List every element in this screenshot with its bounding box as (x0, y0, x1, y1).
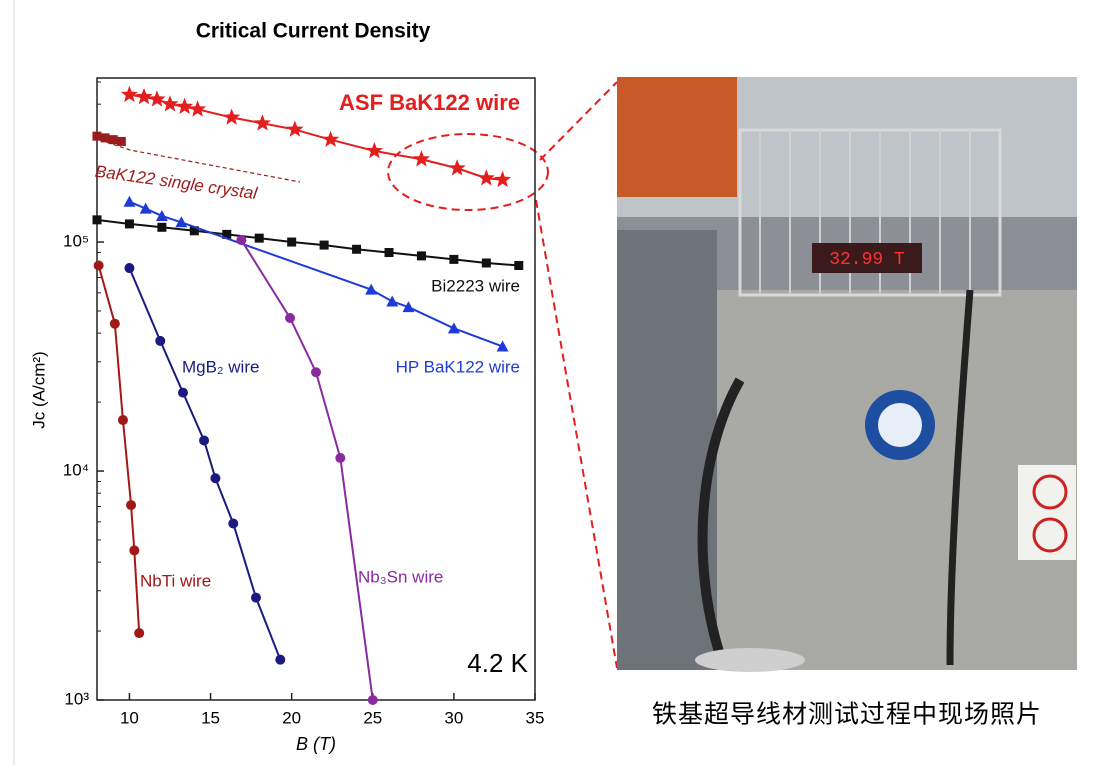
point (253, 114, 271, 131)
point (210, 473, 221, 484)
point (189, 100, 207, 117)
point (254, 233, 264, 243)
point (275, 654, 286, 665)
series (236, 235, 378, 705)
x-tick-label: 35 (526, 708, 545, 727)
point (477, 169, 495, 186)
legend-label: Bi2223 wire (431, 276, 520, 295)
point (449, 254, 459, 264)
line (96, 218, 519, 267)
caption: 铁基超导线材测试过程中现场照片 (652, 701, 1042, 729)
point (117, 415, 128, 426)
point (124, 263, 135, 274)
point (367, 695, 378, 705)
point (124, 219, 134, 229)
legend-label: Nb₃Sn wire (358, 567, 443, 586)
point (386, 295, 399, 307)
legend-label: MgB₂ wire (182, 357, 259, 376)
y-tick-label: 10³ (64, 689, 89, 708)
point (175, 216, 188, 228)
point (129, 545, 140, 556)
plot-frame (96, 77, 536, 701)
x-axis-label: B (T) (296, 734, 336, 754)
point (92, 131, 102, 141)
point (155, 335, 166, 346)
highlight (387, 133, 549, 211)
series (123, 195, 509, 352)
photo: 32.99 T (617, 77, 1077, 672)
point (120, 85, 138, 102)
connector (539, 81, 618, 161)
point (285, 312, 296, 323)
point (416, 251, 426, 261)
legend-label: ASF BaK122 wire (339, 90, 520, 115)
connector (535, 199, 618, 669)
point (412, 150, 430, 167)
point (287, 237, 297, 247)
point (148, 90, 166, 107)
display-text: 32.99 T (829, 250, 905, 270)
point (228, 518, 239, 529)
y-tick-label: 10⁴ (63, 461, 89, 480)
series (120, 85, 512, 188)
x-tick-label: 30 (444, 708, 463, 727)
point (139, 202, 152, 214)
legend-label: NbTi wire (140, 571, 211, 590)
line (97, 265, 141, 634)
point (123, 195, 136, 207)
point (135, 88, 153, 105)
point (402, 301, 415, 313)
point (481, 258, 491, 268)
point (189, 226, 199, 236)
point (494, 170, 512, 188)
point (126, 500, 137, 511)
point (157, 222, 167, 232)
point (176, 97, 194, 114)
point (250, 592, 261, 603)
chart-title: Critical Current Density (196, 20, 431, 43)
x-tick-label: 25 (363, 708, 382, 727)
x-tick-label: 20 (282, 708, 301, 727)
point (100, 133, 110, 143)
line (128, 267, 282, 661)
point (108, 135, 118, 145)
point (447, 322, 460, 334)
point (365, 283, 378, 295)
point (322, 130, 340, 147)
point (236, 235, 247, 246)
series (124, 263, 286, 665)
point (116, 136, 126, 146)
y-axis-label: Jc (A/cm²) (29, 351, 48, 428)
legend-label: HP BaK122 wire (396, 357, 520, 376)
point (93, 260, 104, 271)
x-tick-label: 15 (201, 708, 220, 727)
point (335, 452, 346, 463)
point (514, 260, 524, 270)
point (311, 367, 321, 378)
y-tick-label: 10⁵ (63, 232, 89, 251)
point (352, 244, 362, 254)
point (223, 108, 241, 125)
point (177, 387, 188, 398)
point (92, 215, 102, 225)
series (92, 215, 524, 270)
point (199, 435, 210, 446)
point (448, 159, 466, 176)
x-tick-label: 10 (120, 708, 139, 727)
point (222, 229, 232, 239)
point (496, 340, 509, 352)
point (134, 628, 145, 639)
point (161, 95, 179, 112)
point (109, 318, 120, 329)
point (319, 240, 329, 250)
series (92, 131, 126, 146)
point (155, 209, 168, 221)
annotation: 4.2 K (467, 648, 528, 678)
point (365, 141, 383, 159)
series (93, 260, 145, 639)
point (384, 248, 394, 258)
point (286, 120, 304, 137)
